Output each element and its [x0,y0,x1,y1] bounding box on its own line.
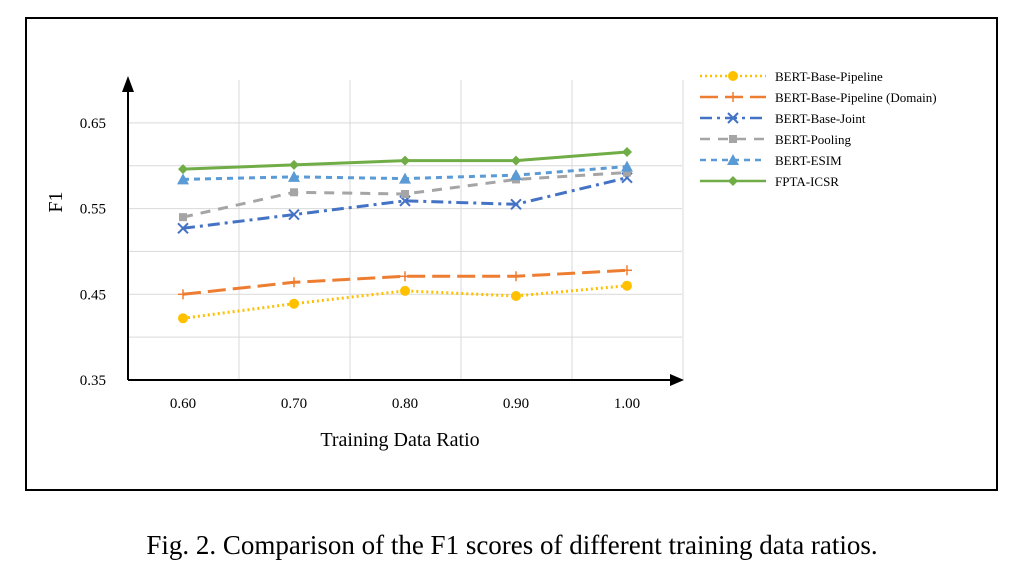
data-point [178,289,188,300]
data-point [177,222,189,234]
data-point [511,271,521,282]
legend-item: BERT-Pooling [700,132,852,147]
legend-label: BERT-Pooling [775,132,852,147]
data-point [400,285,410,296]
data-point [289,159,299,170]
legend-label: BERT-Base-Pipeline (Domain) [775,90,937,105]
legend-marker [727,112,739,124]
series-group [177,147,633,324]
data-point [621,160,633,172]
x-tick-label: 0.80 [392,396,418,412]
figure-frame [25,17,998,491]
x-tick-label: 0.70 [281,396,307,412]
data-point [399,172,411,184]
data-point [179,213,187,222]
tick-labels: 0.35 0.45 0.55 0.65 0.60 0.70 0.80 0.90 1.00 [80,116,640,412]
legend-label: BERT-Base-Pipeline [775,69,883,84]
x-tick-label: 1.00 [614,396,640,412]
legend-item: BERT-ESIM [700,153,842,168]
y-axis-arrow [122,76,134,92]
series-line [182,176,628,230]
legend-item: BERT-Base-Joint [700,111,866,126]
data-point [178,164,188,175]
data-point [622,147,632,157]
data-point [288,208,300,221]
legend-item: BERT-Base-Pipeline [700,69,883,84]
data-point [290,188,298,197]
legend-marker [728,176,738,186]
legend-item: BERT-Base-Pipeline (Domain) [700,90,937,105]
data-point [510,198,522,210]
data-point [622,265,632,276]
data-point [178,313,188,324]
y-tick-label: 0.65 [80,116,106,132]
data-point [289,298,299,309]
grid [128,80,684,380]
axes [122,76,684,386]
legend-label: BERT-ESIM [775,153,842,168]
series-4 [177,160,633,185]
figure-caption: Fig. 2. Comparison of the F1 scores of d… [146,530,878,560]
series-0 [178,280,632,324]
data-point [622,280,632,291]
x-tick-label: 0.90 [503,396,529,412]
data-point [400,271,410,282]
legend-label: FPTA-ICSR [775,174,839,189]
legend-label: BERT-Base-Joint [775,111,866,126]
legend-item: FPTA-ICSR [700,174,839,189]
data-point [288,170,300,182]
legend-marker [728,92,738,102]
series-5 [178,147,632,175]
legend-marker [728,71,738,81]
series-1 [178,265,632,300]
data-point [511,155,521,166]
y-tick-label: 0.35 [80,373,106,389]
data-point [177,173,189,185]
data-point [623,168,631,177]
legend-marker [729,135,737,143]
data-point [510,169,522,181]
legend: BERT-Base-Pipeline BERT-Base-Pipeline (Do… [700,69,937,189]
data-point [401,190,409,198]
series-line [182,284,628,320]
x-axis-title: Training Data Ratio [320,429,479,451]
data-point [289,277,299,288]
data-point [511,291,521,301]
x-axis-arrow [670,374,684,386]
data-point [400,155,410,166]
x-tick-label: 0.60 [170,396,196,412]
y-tick-label: 0.45 [80,287,106,303]
y-tick-label: 0.55 [80,202,106,218]
line-chart: 0.35 0.45 0.55 0.65 0.60 0.70 0.80 0.90 1.00 Tra… [45,69,937,451]
y-axis-title: F1 [45,191,67,212]
legend-marker [727,154,739,165]
